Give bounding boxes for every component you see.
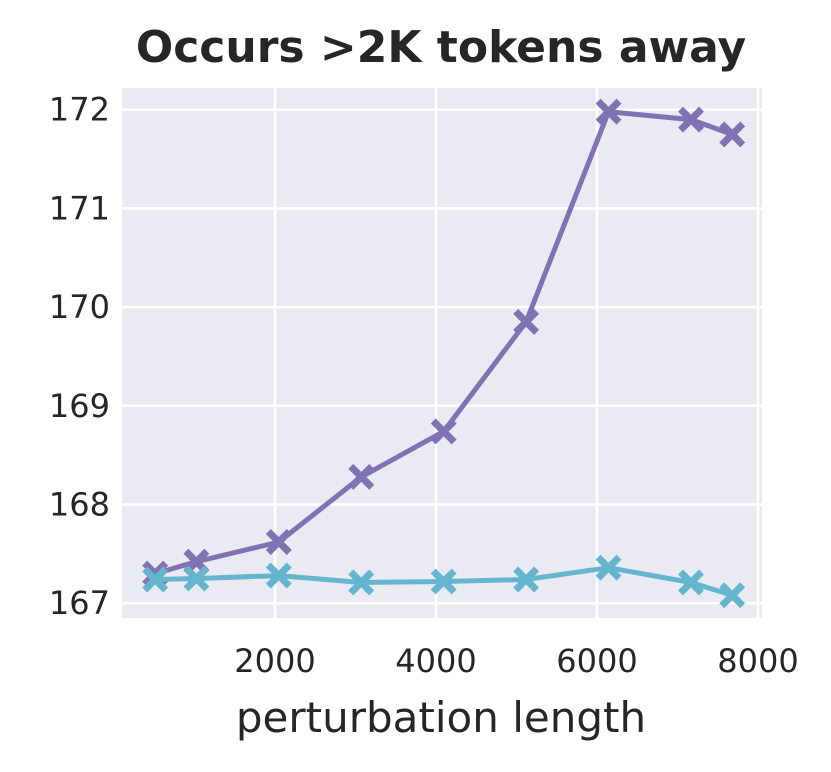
y-tick-label: 169 (49, 387, 110, 425)
y-tick-labels: 167 168 169 170 171 172 (49, 91, 110, 622)
y-tick-label: 172 (49, 91, 110, 129)
plot-area (122, 88, 762, 618)
series-lines (142, 98, 746, 609)
data-point-marker (265, 562, 292, 589)
y-tick-label: 168 (49, 485, 110, 523)
y-tick-label: 171 (49, 189, 110, 227)
x-tick-label: 6000 (556, 642, 637, 680)
data-point-marker (142, 566, 169, 593)
data-point-marker (348, 463, 375, 490)
data-point-marker (513, 308, 540, 335)
data-point-marker (183, 565, 210, 592)
data-point-marker (430, 418, 457, 445)
grid (122, 88, 762, 618)
chart-title: Occurs >2K tokens away (136, 22, 746, 73)
y-tick-label: 167 (49, 584, 110, 622)
data-point-marker (595, 554, 622, 581)
data-point-marker (183, 548, 210, 575)
data-point-marker (678, 106, 704, 133)
series-1 (142, 98, 746, 587)
data-point-marker (265, 529, 292, 555)
data-point-marker (719, 582, 746, 609)
data-point-marker (678, 569, 704, 596)
x-axis-label: perturbation length (236, 693, 646, 742)
x-tick-labels: 2000 4000 6000 8000 (234, 642, 798, 680)
data-point-marker (513, 566, 540, 593)
series-2 (142, 554, 746, 609)
x-tick-label: 4000 (395, 642, 476, 680)
data-point-marker (430, 568, 457, 595)
data-point-marker (348, 569, 375, 596)
data-point-marker (595, 98, 622, 125)
y-tick-label: 170 (49, 288, 110, 326)
data-point-marker (719, 121, 746, 148)
x-tick-label: 2000 (234, 642, 315, 680)
x-tick-label: 8000 (717, 642, 798, 680)
